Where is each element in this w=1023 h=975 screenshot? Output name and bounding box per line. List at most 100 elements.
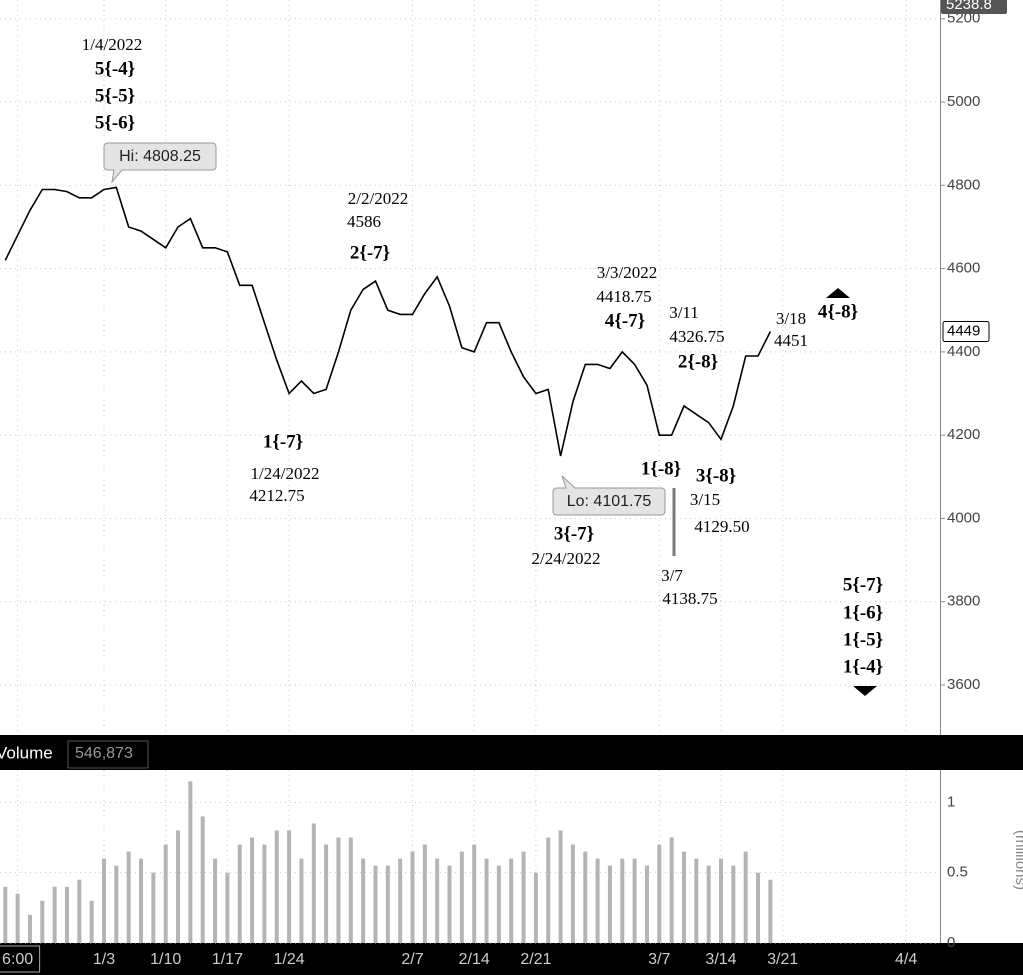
annotation: 3/11	[669, 303, 699, 322]
y-tick-label: 3800	[947, 593, 980, 610]
volume-bar	[558, 830, 563, 943]
x-tick-label: 2/7	[401, 951, 423, 968]
x-tick-label: 1/17	[212, 951, 243, 968]
volume-bar	[385, 865, 390, 943]
marks	[3, 186, 773, 943]
volume-bar	[533, 872, 538, 943]
volume-unit: (millions)	[1012, 830, 1023, 890]
y-tick-label: 4800	[947, 176, 980, 193]
y-tick-label: 1	[947, 793, 955, 810]
volume-bar	[719, 858, 723, 943]
volume-bar	[422, 844, 427, 943]
volume-bar	[250, 837, 255, 943]
volume-bar	[126, 851, 131, 943]
volume-bar	[64, 886, 69, 943]
volume-bar	[447, 865, 452, 943]
volume-bar	[311, 823, 316, 943]
last-price: 4449	[947, 322, 980, 339]
annotation: 2{-8}	[678, 351, 718, 372]
annotation: 5{-6}	[95, 112, 135, 133]
volume-bar	[496, 865, 501, 943]
x-tick-label: 3/14	[705, 951, 736, 968]
annotation: 4{-7}	[605, 310, 645, 331]
volume-bar	[373, 865, 378, 943]
volume-bar	[114, 865, 119, 943]
annotation: 3/3/2022	[597, 263, 657, 282]
volume-bar	[595, 858, 600, 943]
volume-bar	[546, 837, 551, 943]
annotation: 3/7	[661, 566, 683, 585]
annotation: 1{-6}	[843, 602, 883, 623]
annotation: 2{-7}	[350, 242, 390, 263]
y-tick-label: 4600	[947, 260, 980, 277]
volume-bar	[410, 851, 415, 943]
volume-bar	[324, 844, 329, 943]
volume-bar	[163, 844, 168, 943]
volume-bar	[139, 858, 144, 943]
volume-bar	[484, 858, 489, 943]
annotation: 1/4/2022	[82, 35, 142, 54]
annotation: 3{-8}	[696, 465, 736, 486]
volume-bar	[607, 865, 612, 943]
volume-bar	[398, 858, 403, 943]
volume-readout: 546,873	[75, 745, 133, 762]
x-tick-label: 1/3	[93, 951, 115, 968]
y-tick-label: 4200	[947, 426, 980, 443]
volume-bar	[299, 858, 304, 943]
volume-bar	[472, 844, 477, 943]
annotation: 1/24/2022	[251, 464, 320, 483]
volume-bar	[694, 858, 699, 943]
top-label-box	[941, 0, 1007, 14]
volume-bar	[348, 837, 353, 943]
annotation: 3/18	[776, 309, 806, 328]
volume-bar	[509, 858, 514, 943]
volume-header	[0, 735, 1023, 770]
volume-bar	[89, 900, 94, 943]
volume-bar	[200, 816, 205, 943]
y-tick-label: 0.5	[947, 864, 968, 881]
annotation: 4326.75	[669, 327, 724, 346]
volume-bar	[681, 851, 686, 943]
volume-bar	[521, 851, 526, 943]
volume-bar	[768, 879, 773, 943]
annotation: 4418.75	[596, 287, 651, 306]
top-label: 5238.8	[946, 0, 992, 13]
annotation: 4451	[774, 331, 808, 350]
down-arrow	[853, 686, 877, 696]
annotation: 1{-7}	[263, 431, 303, 452]
volume-bar	[669, 837, 674, 943]
volume-bar	[3, 886, 8, 943]
x-tick-label: 3/21	[767, 951, 798, 968]
tick-box	[0, 945, 41, 973]
volume-bar	[102, 858, 106, 943]
x-tick-label: 1/24	[274, 951, 305, 968]
x-tick-label: 2/21	[520, 951, 551, 968]
volume-bar	[151, 872, 156, 943]
volume-bar	[262, 844, 267, 943]
annotation: 5{-7}	[843, 574, 883, 595]
volume-bar	[40, 900, 45, 943]
volume-bar	[52, 886, 57, 943]
hi-callout	[103, 142, 217, 184]
volume-bar	[756, 872, 761, 943]
volume-bar	[706, 865, 711, 943]
volume-bar	[570, 844, 575, 943]
volume-bar	[274, 830, 279, 943]
lo-label: Lo: 4101.75	[567, 493, 652, 510]
volume-bar	[15, 893, 20, 943]
y-tick-label: 4400	[947, 343, 980, 360]
annotation: 2/24/2022	[532, 549, 601, 568]
volume-bar	[176, 830, 181, 943]
volume-bar	[731, 865, 736, 943]
x-tick-label: 4/4	[895, 951, 917, 968]
volume-bar	[583, 851, 588, 943]
volume-bar	[644, 865, 649, 943]
annotation: 4129.50	[694, 517, 749, 536]
annotation: 3/15	[690, 490, 720, 509]
x-tick-label: 2/14	[459, 951, 490, 968]
volume-bar	[435, 858, 440, 943]
x-tick-label: 6:00	[2, 951, 33, 968]
volume-bar	[225, 872, 230, 943]
volume-bar	[361, 858, 366, 943]
